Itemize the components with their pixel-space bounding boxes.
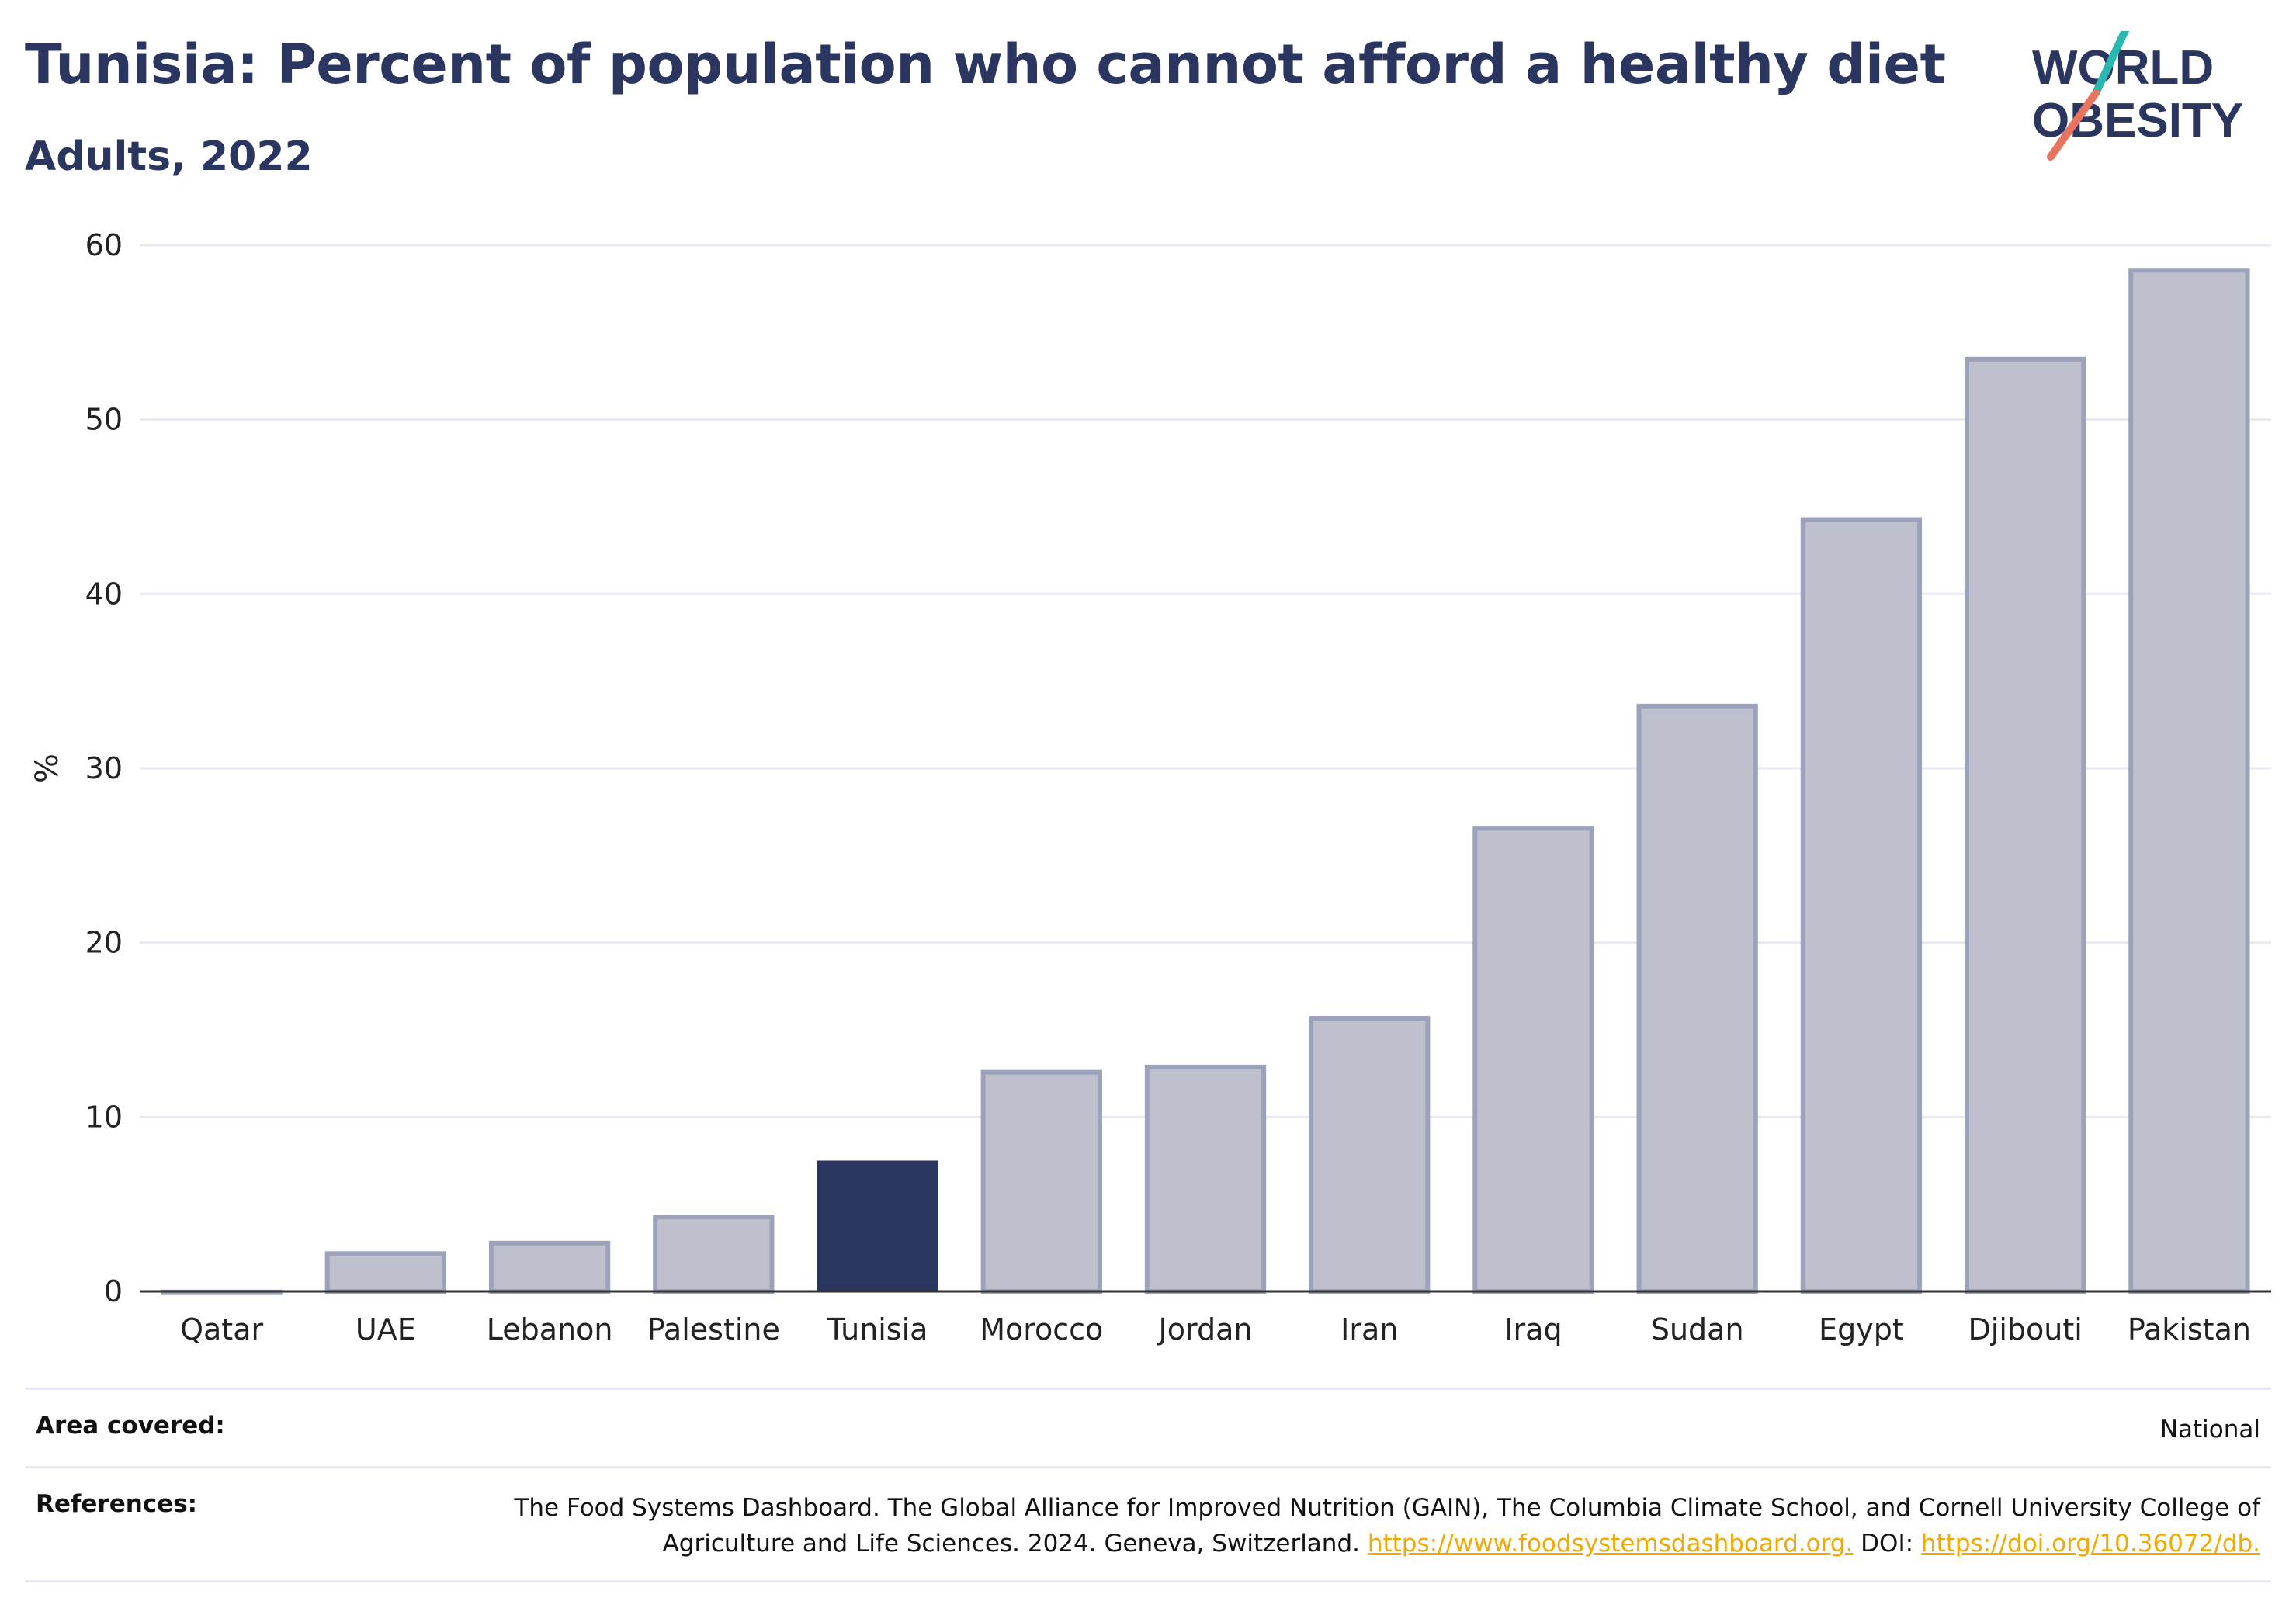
x-tick-label: Egypt (1819, 1312, 1904, 1346)
y-tick-label: 20 (85, 926, 123, 960)
area-covered-label: Area covered: (36, 1412, 225, 1440)
y-axis-label: % (29, 754, 65, 783)
bar-chart: 0 10 20 30 40 50 60% Qatar UAE Lebanon Palestine Tu… (29, 228, 2271, 1346)
references-text-part1: The Food Systems Dashboard. The Global A… (514, 1494, 2260, 1558)
foodsystems-link[interactable]: https://www.foodsystemsdashboard.org. (1367, 1530, 1854, 1558)
bar (1800, 517, 1923, 1294)
x-tick-label: Iran (1340, 1312, 1398, 1346)
x-tick-label: UAE (355, 1312, 416, 1346)
x-tick-label: Pakistan (2128, 1312, 2251, 1346)
bar-highlight (817, 1160, 938, 1291)
bar (1964, 356, 2086, 1294)
x-tick-label: Palestine (647, 1312, 780, 1346)
bar (1144, 1064, 1267, 1294)
chart-title: Tunisia: Percent of population who canno… (25, 33, 1946, 96)
x-tick-label: Iraq (1504, 1312, 1562, 1346)
y-tick-label: 50 (85, 403, 123, 437)
world-obesity-logo-graphic: WORLD OBESITY (2032, 31, 2243, 161)
chart-footer: Area covered: National References: The F… (25, 1388, 2271, 1582)
bar (488, 1240, 611, 1294)
x-tick-label: Lebanon (487, 1312, 613, 1346)
bar (1309, 1016, 1431, 1294)
bar (324, 1251, 447, 1294)
bar (2128, 268, 2250, 1294)
references-label: References: (36, 1490, 198, 1518)
y-tick-label: 40 (85, 577, 123, 611)
references-text-part2: DOI: (1853, 1530, 1921, 1558)
area-covered-value: National (2159, 1416, 2260, 1444)
bar (1472, 826, 1594, 1294)
x-tick-label: Tunisia (827, 1312, 928, 1346)
logo-slash-coral (2047, 89, 2100, 161)
logo-slash-teal (2092, 31, 2130, 97)
references-row: References: The Food Systems Dashboard. … (25, 1466, 2271, 1582)
area-covered-row: Area covered: National (25, 1388, 2271, 1466)
references-text: The Food Systems Dashboard. The Global A… (475, 1490, 2260, 1561)
y-tick-label: 60 (85, 228, 123, 262)
x-tick-label: Qatar (180, 1312, 263, 1346)
bar (1636, 703, 1758, 1294)
logo-text-line1: WORLD (2032, 41, 2214, 95)
bar (653, 1215, 775, 1294)
x-tick-label: Morocco (980, 1312, 1103, 1346)
chart-subtitle: Adults, 2022 (25, 133, 313, 180)
y-tick-label: 30 (85, 751, 123, 785)
bar (980, 1069, 1102, 1294)
x-tick-label: Sudan (1651, 1312, 1744, 1346)
x-tick-label: Jordan (1157, 1312, 1253, 1346)
y-tick-label: 10 (85, 1100, 123, 1134)
y-tick-label: 0 (104, 1274, 123, 1308)
doi-link[interactable]: https://doi.org/10.36072/db. (1920, 1530, 2260, 1558)
x-tick-label: Djibouti (1968, 1312, 2083, 1346)
world-obesity-logo: WORLD OBESITY (2018, 31, 2282, 171)
